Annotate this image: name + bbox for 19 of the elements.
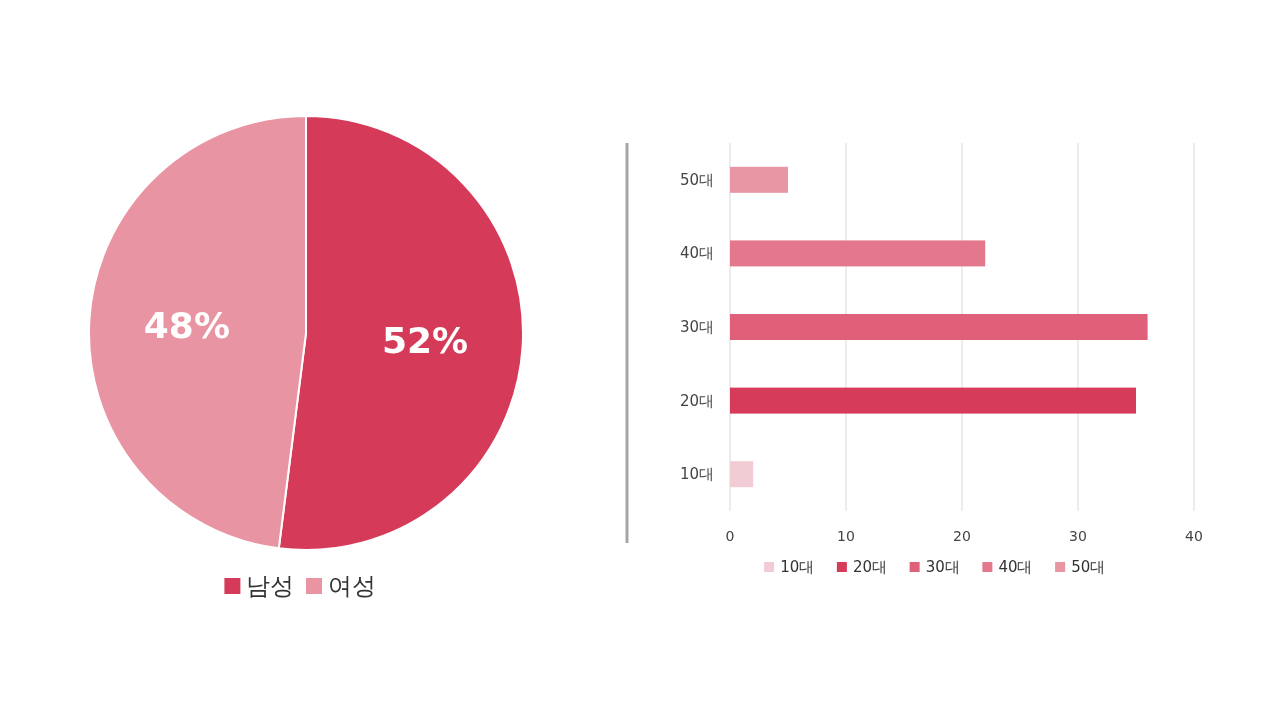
x-tick-label: 10 [837, 528, 855, 544]
legend-label: 40대 [998, 558, 1033, 576]
legend-label: 50대 [1071, 558, 1106, 576]
legend-label: 20대 [852, 558, 887, 576]
x-tick-label: 30 [1069, 528, 1087, 544]
legend-label: 10대 [780, 558, 815, 576]
y-tick-label: 50대 [679, 170, 714, 189]
legend-label: 여성 [328, 572, 376, 600]
x-tick-label: 20 [953, 528, 971, 544]
legend-label: 30대 [925, 558, 960, 576]
x-tick-label: 40 [1185, 528, 1203, 544]
y-tick-label: 40대 [679, 244, 714, 263]
y-tick-label: 20대 [679, 391, 714, 410]
data-label: 52% [382, 319, 469, 361]
data-label: 48% [143, 305, 230, 347]
y-tick-label: 10대 [679, 465, 714, 484]
y-tick-label: 30대 [679, 318, 714, 336]
legend-label: 남성 [246, 572, 295, 600]
x-tick-label: 0 [725, 528, 735, 544]
